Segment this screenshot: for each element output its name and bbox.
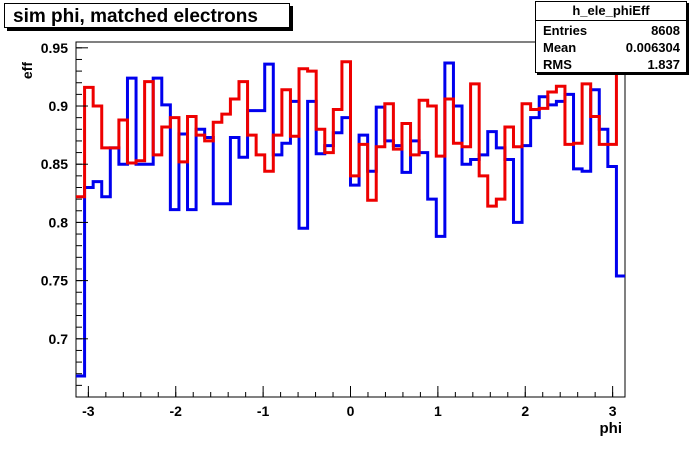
stats-histogram-name: h_ele_phiEff bbox=[536, 2, 686, 21]
y-axis-label: eff bbox=[19, 62, 35, 79]
x-tick-label: -2 bbox=[170, 403, 183, 419]
stats-box: h_ele_phiEff Entries 8608 Mean 0.006304 … bbox=[535, 1, 687, 73]
y-tick-label: 0.9 bbox=[49, 98, 69, 114]
stats-rms-value: 1.837 bbox=[647, 56, 680, 73]
x-tick-label: 1 bbox=[434, 403, 442, 419]
x-tick-label: 0 bbox=[347, 403, 355, 419]
x-tick-label: 2 bbox=[521, 403, 529, 419]
y-tick-label: 0.75 bbox=[41, 273, 68, 289]
y-tick-label: 0.8 bbox=[49, 214, 69, 230]
stats-mean-label: Mean bbox=[543, 39, 576, 56]
x-axis-label: phi bbox=[600, 420, 623, 437]
x-tick-label: -3 bbox=[82, 403, 95, 419]
chart-title-box: sim phi, matched electrons bbox=[4, 3, 290, 28]
stats-entries-label: Entries bbox=[543, 22, 587, 39]
x-tick-label: 3 bbox=[609, 403, 617, 419]
stats-entries-value: 8608 bbox=[651, 22, 680, 39]
y-tick-label: 0.95 bbox=[41, 40, 68, 56]
y-tick-label: 0.7 bbox=[49, 331, 69, 347]
stats-row-rms: RMS 1.837 bbox=[543, 56, 680, 73]
stats-row-entries: Entries 8608 bbox=[543, 22, 680, 39]
stats-mean-value: 0.006304 bbox=[626, 39, 680, 56]
chart-title: sim phi, matched electrons bbox=[13, 6, 258, 28]
x-tick-label: -1 bbox=[257, 403, 270, 419]
y-tick-label: 0.85 bbox=[41, 156, 68, 172]
stats-rms-label: RMS bbox=[543, 56, 572, 73]
stats-row-mean: Mean 0.006304 bbox=[543, 39, 680, 56]
